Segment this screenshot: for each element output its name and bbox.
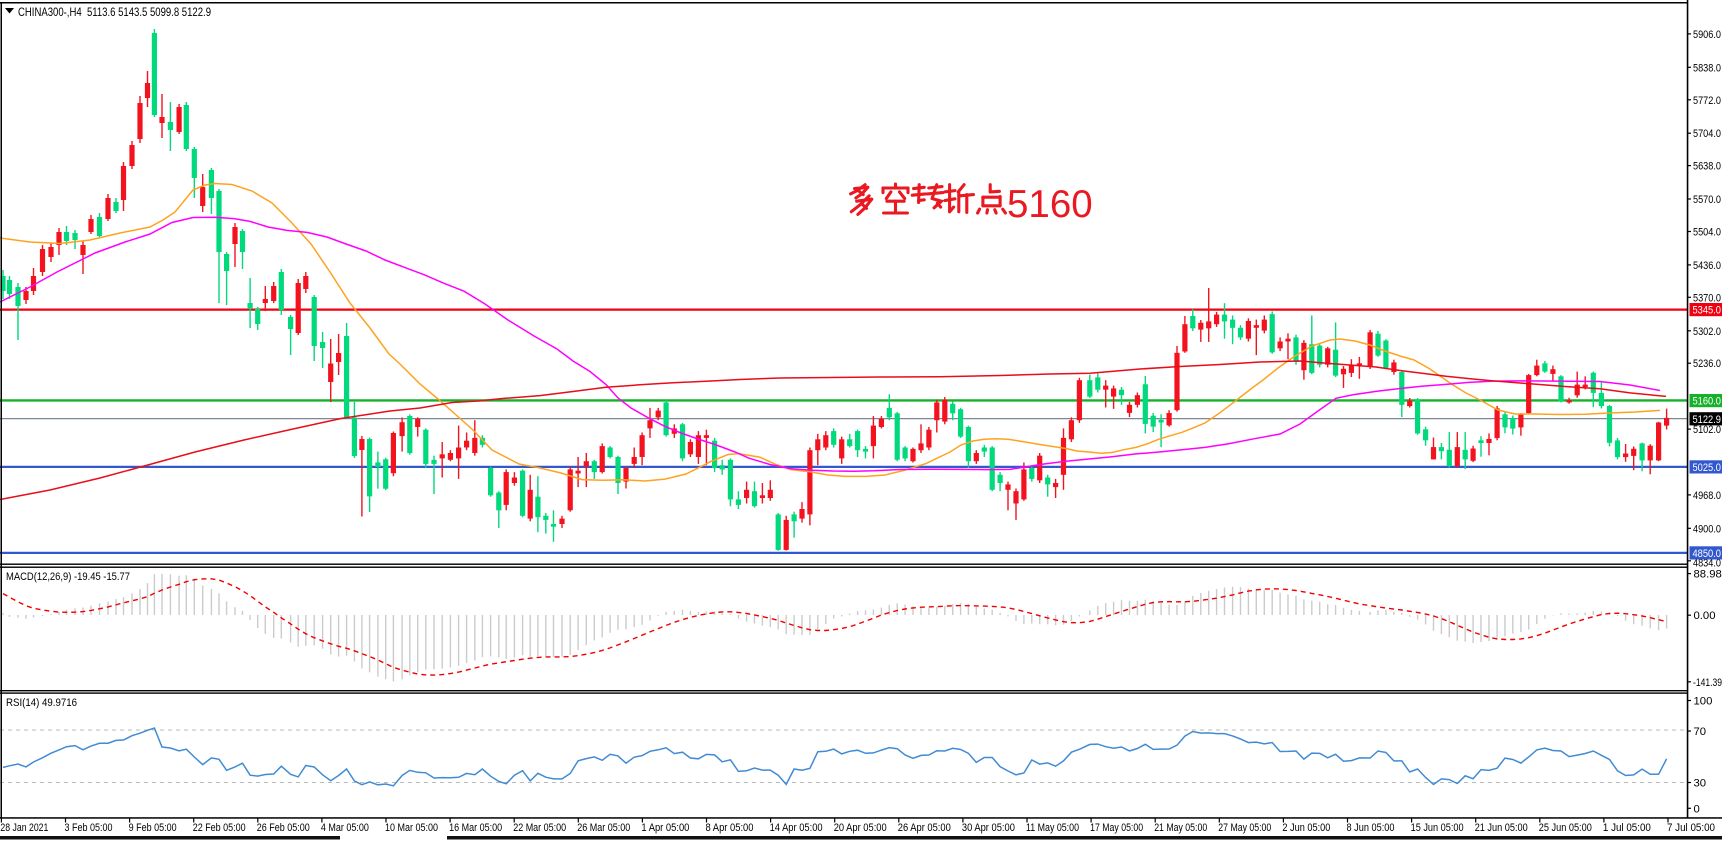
svg-text:-141.39: -141.39 [1693, 677, 1722, 689]
svg-text:30: 30 [1694, 778, 1707, 790]
svg-text:8 Jun 05:00: 8 Jun 05:00 [1347, 822, 1395, 834]
svg-text:17 May 05:00: 17 May 05:00 [1090, 822, 1143, 834]
svg-text:0: 0 [1694, 803, 1700, 815]
svg-text:22 Mar 05:00: 22 Mar 05:00 [513, 822, 566, 834]
svg-text:CHINA300-,H4 5113.6 5143.5 50: CHINA300-,H4 5113.6 5143.5 5099.8 5122.9 [18, 6, 211, 19]
svg-text:11 May 05:00: 11 May 05:00 [1026, 822, 1079, 834]
svg-text:5906.0: 5906.0 [1693, 29, 1721, 41]
svg-text:25 Jun 05:00: 25 Jun 05:00 [1539, 822, 1592, 834]
svg-text:5302.0: 5302.0 [1693, 326, 1721, 338]
svg-text:4968.0: 4968.0 [1693, 490, 1721, 502]
svg-text:7 Jul 05:00: 7 Jul 05:00 [1667, 822, 1715, 834]
svg-text:70: 70 [1694, 726, 1707, 738]
svg-text:5436.0: 5436.0 [1693, 260, 1721, 272]
svg-text:8 Apr 05:00: 8 Apr 05:00 [706, 822, 754, 834]
svg-text:26 Apr 05:00: 26 Apr 05:00 [898, 822, 951, 834]
svg-text:5570.0: 5570.0 [1693, 194, 1721, 206]
svg-text:4850.0: 4850.0 [1693, 548, 1722, 560]
svg-text:MACD(12,26,9) -19.45 -15.77: MACD(12,26,9) -19.45 -15.77 [6, 571, 130, 583]
svg-text:88.98: 88.98 [1694, 569, 1722, 581]
svg-text:100: 100 [1694, 696, 1713, 708]
svg-text:5122.9: 5122.9 [1693, 414, 1722, 426]
svg-text:5025.0: 5025.0 [1693, 462, 1722, 474]
svg-text:16 Mar 05:00: 16 Mar 05:00 [449, 822, 502, 834]
svg-text:21 Jun 05:00: 21 Jun 05:00 [1475, 822, 1528, 834]
svg-text:2 Jun 05:00: 2 Jun 05:00 [1282, 822, 1330, 834]
svg-text:5638.0: 5638.0 [1693, 161, 1721, 173]
svg-text:5160.0: 5160.0 [1693, 396, 1722, 408]
svg-text:26 Feb 05:00: 26 Feb 05:00 [257, 822, 310, 834]
svg-text:5704.0: 5704.0 [1693, 128, 1721, 140]
svg-text:5160: 5160 [1007, 183, 1093, 226]
svg-text:5102.0: 5102.0 [1693, 424, 1721, 436]
svg-text:14 Apr 05:00: 14 Apr 05:00 [770, 822, 823, 834]
svg-text:5236.0: 5236.0 [1693, 358, 1721, 370]
svg-text:1 Jul 05:00: 1 Jul 05:00 [1603, 822, 1651, 834]
svg-text:10 Mar 05:00: 10 Mar 05:00 [385, 822, 438, 834]
svg-text:15 Jun 05:00: 15 Jun 05:00 [1411, 822, 1464, 834]
svg-text:26 Mar 05:00: 26 Mar 05:00 [577, 822, 630, 834]
svg-text:21 May 05:00: 21 May 05:00 [1154, 822, 1207, 834]
svg-text:9 Feb 05:00: 9 Feb 05:00 [129, 822, 177, 834]
svg-text:1 Apr 05:00: 1 Apr 05:00 [641, 822, 689, 834]
svg-text:4900.0: 4900.0 [1693, 523, 1721, 535]
svg-text:4834.0: 4834.0 [1693, 558, 1721, 570]
svg-text:5370.0: 5370.0 [1693, 292, 1721, 304]
svg-text:5504.0: 5504.0 [1693, 227, 1721, 239]
svg-text:20 Apr 05:00: 20 Apr 05:00 [834, 822, 887, 834]
svg-text:5345.0: 5345.0 [1693, 305, 1722, 317]
svg-text:RSI(14) 49.9716: RSI(14) 49.9716 [6, 697, 77, 709]
svg-text:4 Mar 05:00: 4 Mar 05:00 [321, 822, 369, 834]
svg-text:0.00: 0.00 [1694, 610, 1716, 622]
svg-text:22 Feb 05:00: 22 Feb 05:00 [193, 822, 246, 834]
svg-text:30 Apr 05:00: 30 Apr 05:00 [962, 822, 1015, 834]
svg-text:5772.0: 5772.0 [1693, 95, 1721, 107]
svg-text:5838.0: 5838.0 [1693, 62, 1721, 74]
svg-text:3 Feb 05:00: 3 Feb 05:00 [65, 822, 113, 834]
svg-text:28 Jan 2021: 28 Jan 2021 [0, 822, 48, 834]
svg-text:27 May 05:00: 27 May 05:00 [1218, 822, 1271, 834]
